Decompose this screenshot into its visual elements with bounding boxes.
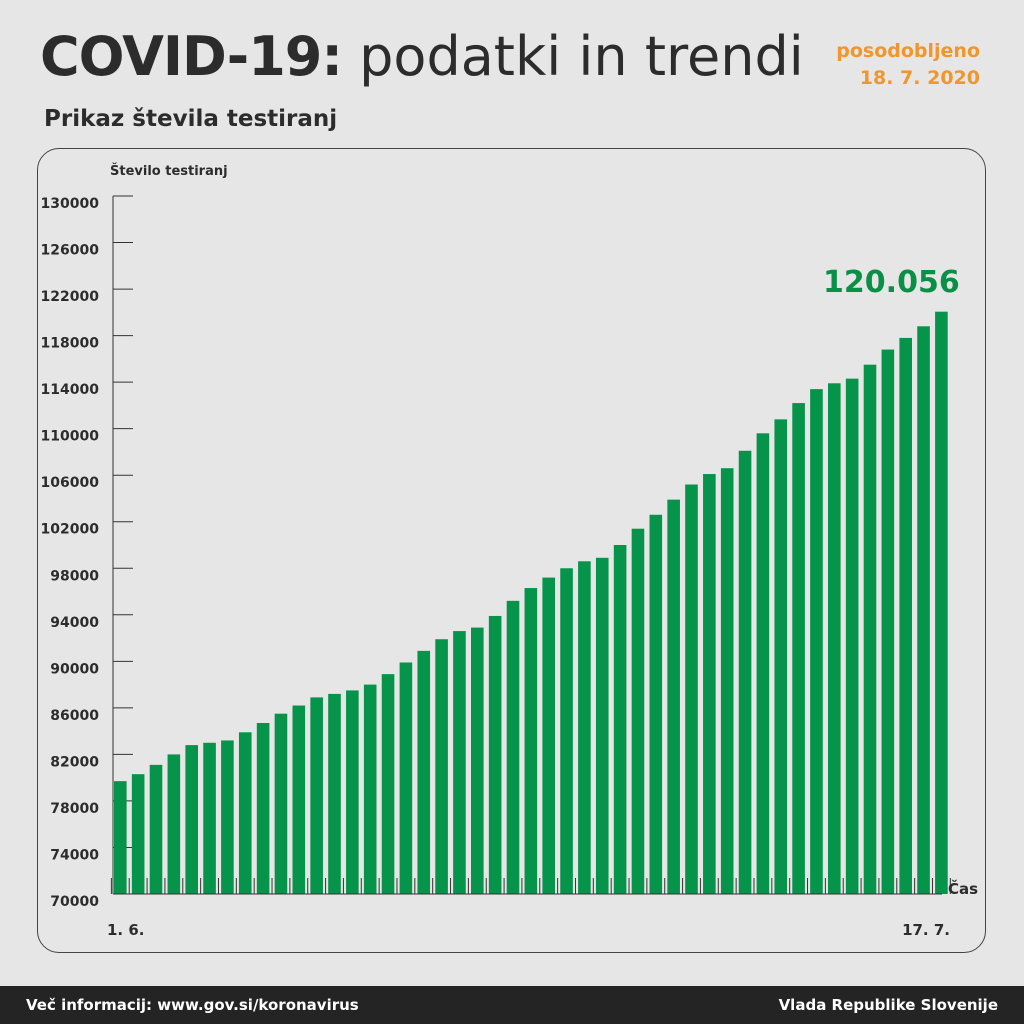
bar xyxy=(381,674,395,894)
bar xyxy=(185,745,198,894)
bar xyxy=(346,690,359,894)
bar xyxy=(149,764,163,894)
footer-more-info: Več informacij: www.gov.si/koronavirus xyxy=(26,996,359,1014)
last-value-callout: 120.056 xyxy=(823,265,960,300)
bar xyxy=(524,588,538,894)
bar xyxy=(828,383,841,894)
bar xyxy=(935,311,948,894)
x-start-label: 1. 6. xyxy=(107,921,145,939)
bar xyxy=(720,468,734,894)
bar xyxy=(792,403,805,894)
bar xyxy=(256,722,270,894)
chart-subtitle: Prikaz števila testiranj xyxy=(44,106,338,132)
x-axis-label: Čas xyxy=(948,879,978,898)
bar xyxy=(417,650,431,894)
bar xyxy=(917,326,930,894)
bar xyxy=(738,450,752,894)
updated-label: posodobljeno xyxy=(836,40,980,62)
y-tick-label: 70000 xyxy=(50,894,99,910)
bar xyxy=(399,662,413,894)
bar xyxy=(649,514,663,894)
y-tick-label: 126000 xyxy=(41,243,100,259)
bar xyxy=(471,627,484,894)
bar xyxy=(310,697,323,894)
x-end-label: 17. 7. xyxy=(902,921,950,939)
y-axis-label: Število testiranj xyxy=(110,163,228,179)
bar xyxy=(810,389,823,894)
y-tick-label: 74000 xyxy=(50,847,99,863)
y-tick-label: 86000 xyxy=(50,708,99,724)
bar xyxy=(685,484,698,894)
bar xyxy=(863,364,877,894)
y-tick-label: 98000 xyxy=(50,568,99,584)
y-tick-label: 94000 xyxy=(50,615,99,631)
bar xyxy=(899,337,912,895)
bar xyxy=(203,742,216,894)
bar xyxy=(435,639,448,894)
y-tick-label: 106000 xyxy=(41,475,100,491)
bar xyxy=(578,561,591,894)
bar xyxy=(328,693,341,894)
bar xyxy=(238,732,252,894)
bar xyxy=(167,754,181,894)
page-title: COVID-19: podatki in trendi xyxy=(40,30,804,84)
y-tick-label: 114000 xyxy=(41,382,100,398)
bar xyxy=(221,740,234,894)
footer-government: Vlada Republike Slovenije xyxy=(778,996,998,1014)
bar-chart: 70000 74000 78000 82000 86000 90000 94000 98000… xyxy=(41,163,979,939)
updated-info: posodobljeno 18. 7. 2020 xyxy=(836,38,980,92)
bar xyxy=(274,713,288,894)
bar xyxy=(114,781,127,894)
bar xyxy=(845,378,859,895)
y-tick-label: 82000 xyxy=(50,754,99,770)
bar xyxy=(774,419,788,894)
y-tick-label: 122000 xyxy=(41,289,100,305)
y-tick-label: 110000 xyxy=(41,429,100,445)
bar xyxy=(613,545,627,894)
bar xyxy=(756,433,770,894)
bar xyxy=(542,577,555,894)
bar xyxy=(506,600,520,894)
bar xyxy=(881,349,895,894)
bar xyxy=(560,568,573,894)
updated-date: 18. 7. 2020 xyxy=(859,67,980,89)
page-title-light: podatki in trendi xyxy=(359,25,804,88)
bar xyxy=(595,557,609,894)
y-tick-label: 90000 xyxy=(50,661,99,677)
bar xyxy=(631,528,645,894)
y-tick-label: 78000 xyxy=(50,801,99,817)
page-title-bold: COVID-19: xyxy=(40,25,343,88)
y-tick-label: 130000 xyxy=(41,196,100,212)
y-tick-label: 102000 xyxy=(41,522,100,538)
bar xyxy=(488,615,502,894)
bar xyxy=(131,774,145,894)
bar xyxy=(292,705,306,894)
bar xyxy=(667,499,680,894)
bar xyxy=(363,684,377,894)
bar xyxy=(703,474,716,894)
chart-card xyxy=(37,148,986,953)
y-tick-label: 118000 xyxy=(41,336,100,352)
footer: Več informacij: www.gov.si/koronavirus V… xyxy=(0,986,1024,1024)
bar xyxy=(453,631,466,894)
